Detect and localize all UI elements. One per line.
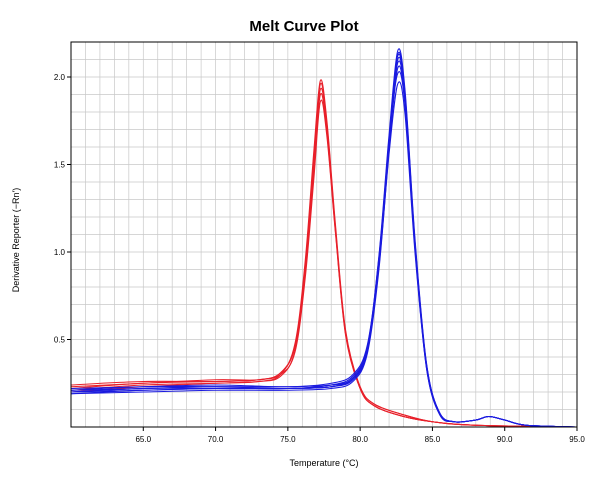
series-line-red-5: [70, 99, 578, 428]
axes: [67, 41, 578, 431]
y-tick-label: 1.5: [54, 161, 66, 170]
x-tick-label: 95.0: [569, 435, 585, 444]
tick-labels: 65.0 70.0 75.0 80.0 85.0 90.0 95.0 0.5 1.0 1.5 2.0: [54, 73, 585, 444]
chart-title: Melt Curve Plot: [249, 18, 358, 35]
x-tick-label: 90.0: [497, 435, 513, 444]
x-axis-label: Temperature (°C): [289, 458, 358, 468]
series-line-red-4: [70, 92, 578, 428]
x-tick-label: 65.0: [135, 435, 151, 444]
y-tick-label: 1.0: [54, 248, 66, 257]
x-tick-label: 85.0: [425, 435, 441, 444]
y-axis-label: Derivative Reporter (−Rn'): [11, 188, 21, 293]
plot-frame: [70, 41, 578, 428]
x-tick-label: 70.0: [208, 435, 224, 444]
series-line-blue-13: [70, 51, 578, 428]
grid: [71, 42, 577, 427]
x-tick-label: 75.0: [280, 435, 296, 444]
series-group: [70, 48, 578, 428]
y-tick-label: 2.0: [54, 73, 66, 82]
x-tick-label: 80.0: [352, 435, 368, 444]
y-tick-label: 0.5: [54, 336, 66, 345]
